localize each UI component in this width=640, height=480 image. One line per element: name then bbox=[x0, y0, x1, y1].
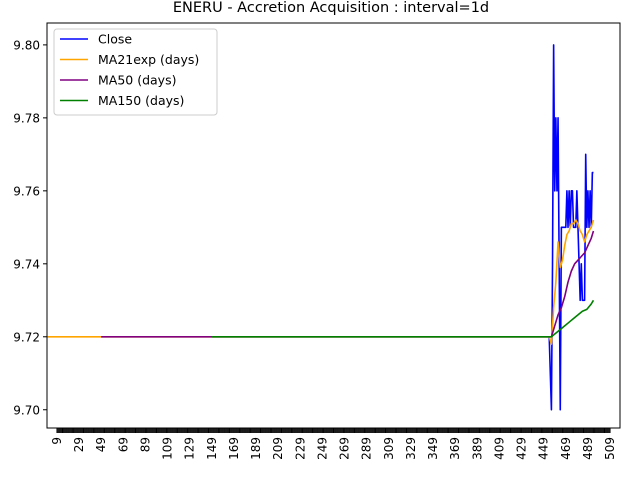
series-layer bbox=[47, 44, 595, 411]
legend-label-1: MA21exp (days) bbox=[98, 52, 199, 67]
series-line-1 bbox=[47, 219, 595, 345]
x-tick-label-3: 69 bbox=[116, 437, 130, 452]
x-tick-label-8: 169 bbox=[227, 437, 241, 460]
x-tick-label-24: 489 bbox=[581, 437, 595, 460]
x-tick-label-23: 469 bbox=[559, 437, 573, 460]
x-tick-label-9: 189 bbox=[249, 437, 263, 460]
x-tick-label-14: 289 bbox=[360, 437, 374, 460]
y-tick-label-2: 9.74 bbox=[13, 257, 40, 271]
series-line-0 bbox=[548, 44, 594, 411]
x-tick-label-15: 309 bbox=[382, 437, 396, 460]
x-tick-label-4: 89 bbox=[138, 437, 152, 452]
y-tick-label-0: 9.70 bbox=[13, 403, 40, 417]
minor-ticks bbox=[56, 428, 611, 433]
x-tick-label-5: 109 bbox=[161, 437, 175, 460]
legend-label-0: Close bbox=[98, 32, 132, 47]
chart-title: ENERU - Accretion Acquisition : interval… bbox=[173, 0, 489, 16]
legend-label-2: MA50 (days) bbox=[98, 73, 176, 88]
series-line-2 bbox=[101, 230, 595, 338]
x-tick-label-19: 389 bbox=[470, 437, 484, 460]
x-tick-label-7: 149 bbox=[205, 437, 219, 460]
x-tick-label-13: 269 bbox=[338, 437, 352, 460]
x-tick-label-18: 369 bbox=[448, 437, 462, 460]
plot-frame bbox=[46, 22, 621, 429]
series-line-3 bbox=[211, 299, 595, 338]
x-tick-label-22: 449 bbox=[537, 437, 551, 460]
x-tick-label-21: 429 bbox=[515, 437, 529, 460]
x-axis: 9 29 49 69 89 109 129 149 169 189 209 229 249 269 289 3… bbox=[50, 437, 617, 460]
legend-label-3: MA150 (days) bbox=[98, 93, 184, 108]
y-axis: 9.70 9.72 9.74 9.76 9.78 9.80 bbox=[13, 38, 47, 417]
x-tick-label-11: 229 bbox=[293, 437, 307, 460]
x-tick-label-25: 509 bbox=[603, 437, 617, 460]
legend: Close MA21exp (days) MA50 (days) MA150 (day… bbox=[53, 28, 218, 116]
y-tick-label-1: 9.72 bbox=[13, 330, 40, 344]
x-tick-label-6: 129 bbox=[183, 437, 197, 460]
x-tick-label-0: 9 bbox=[50, 437, 64, 445]
x-tick-label-1: 29 bbox=[72, 437, 86, 452]
y-tick-label-4: 9.78 bbox=[13, 111, 40, 125]
x-tick-label-2: 49 bbox=[94, 437, 108, 452]
x-tick-label-16: 329 bbox=[404, 437, 418, 460]
legend-box bbox=[53, 28, 218, 116]
x-tick-label-20: 409 bbox=[492, 437, 506, 460]
x-tick-label-10: 209 bbox=[271, 437, 285, 460]
y-tick-label-5: 9.80 bbox=[13, 38, 40, 52]
y-tick-label-3: 9.76 bbox=[13, 184, 40, 198]
x-tick-label-12: 249 bbox=[315, 437, 329, 460]
x-tick-label-17: 349 bbox=[426, 437, 440, 460]
x-category-ticks bbox=[56, 428, 611, 433]
